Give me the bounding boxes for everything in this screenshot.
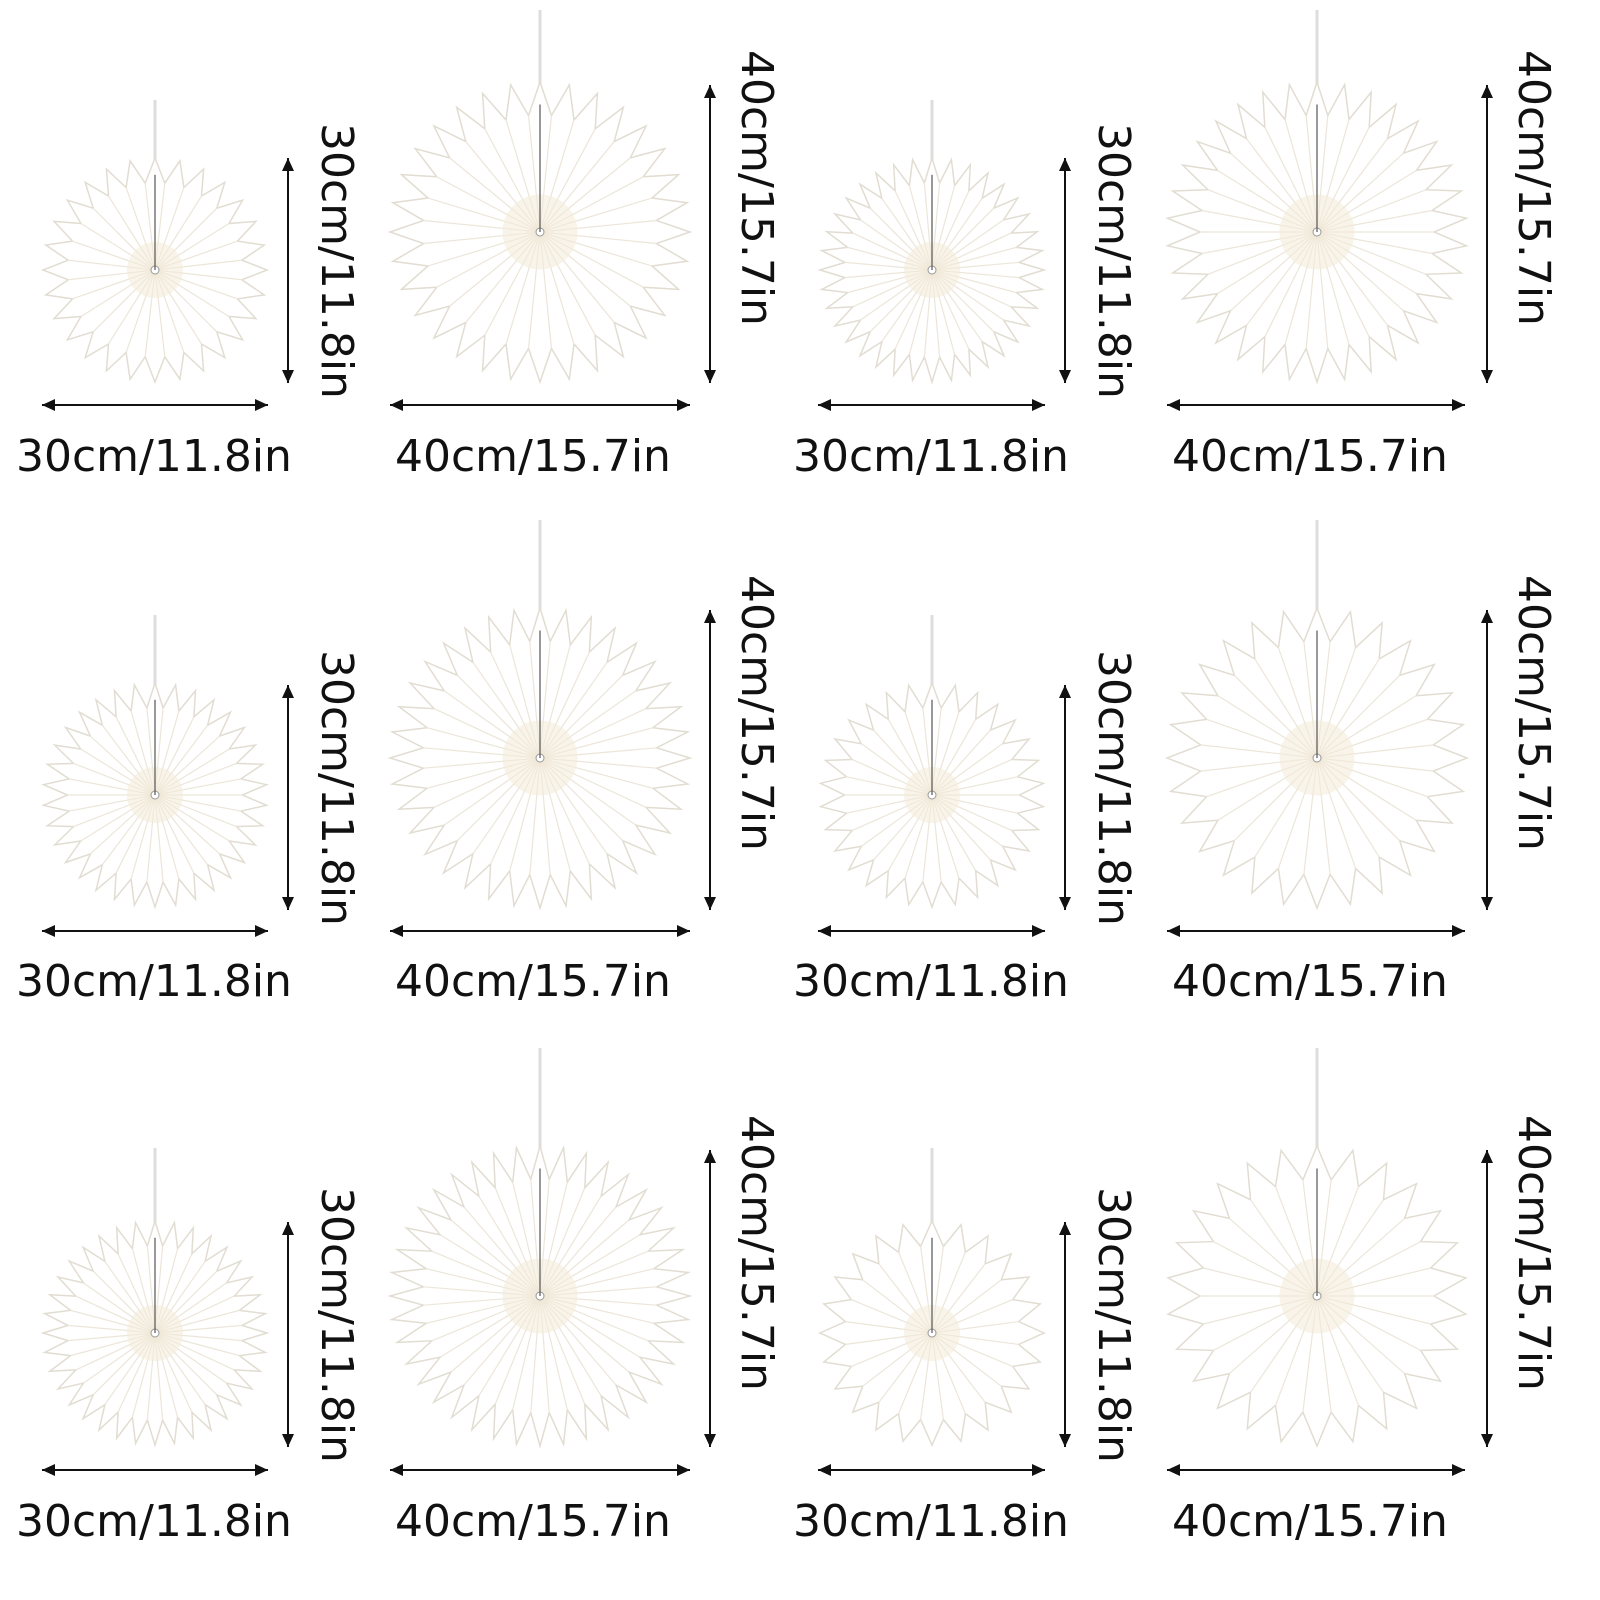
- height-label: 30cm/11.8in: [1088, 1187, 1139, 1463]
- paper-fan: [818, 1148, 1046, 1447]
- height-arrow: [704, 85, 716, 383]
- height-arrow: [1481, 610, 1493, 910]
- paper-fan: [387, 1048, 693, 1449]
- height-label: 40cm/15.7in: [1508, 1115, 1559, 1391]
- height-arrow: [282, 1222, 294, 1447]
- width-arrow: [42, 925, 268, 937]
- height-label: 40cm/15.7in: [1508, 575, 1559, 851]
- height-label: 30cm/11.8in: [1088, 123, 1139, 399]
- height-arrow: [1059, 158, 1071, 383]
- width-label: 30cm/11.8in: [16, 431, 292, 482]
- height-arrow: [704, 610, 716, 910]
- height-label: 40cm/15.7in: [1508, 50, 1559, 326]
- height-label: 30cm/11.8in: [311, 1187, 362, 1463]
- height-label: 30cm/11.8in: [311, 123, 362, 399]
- width-arrow: [390, 1464, 690, 1476]
- width-arrow: [390, 399, 690, 411]
- height-label: 30cm/11.8in: [1088, 650, 1139, 926]
- width-label: 40cm/15.7in: [395, 431, 671, 482]
- width-arrow: [1167, 399, 1465, 411]
- width-arrow: [42, 1464, 268, 1476]
- height-arrow: [1481, 85, 1493, 383]
- width-arrow: [390, 925, 690, 937]
- width-arrow: [42, 399, 268, 411]
- width-arrow: [818, 925, 1045, 937]
- height-label: 40cm/15.7in: [731, 575, 782, 851]
- width-arrow: [818, 1464, 1045, 1476]
- width-label: 30cm/11.8in: [793, 431, 1069, 482]
- paper-fan: [40, 100, 270, 385]
- paper-fan: [1166, 1048, 1468, 1448]
- height-label: 40cm/15.7in: [731, 1115, 782, 1391]
- height-arrow: [704, 1150, 716, 1447]
- height-label: 30cm/11.8in: [311, 650, 362, 926]
- width-arrow: [818, 399, 1045, 411]
- paper-fan: [817, 100, 1047, 385]
- width-label: 40cm/15.7in: [1172, 956, 1448, 1007]
- paper-fan: [387, 520, 693, 911]
- width-label: 30cm/11.8in: [16, 1496, 292, 1547]
- width-label: 40cm/15.7in: [1172, 431, 1448, 482]
- paper-fan: [40, 1148, 270, 1448]
- paper-fan: [41, 615, 269, 910]
- height-arrow: [282, 158, 294, 383]
- width-label: 30cm/11.8in: [793, 1496, 1069, 1547]
- height-label: 40cm/15.7in: [731, 50, 782, 326]
- height-arrow: [282, 685, 294, 910]
- width-arrow: [1167, 1464, 1465, 1476]
- paper-fan: [387, 10, 693, 385]
- paper-fan: [1165, 10, 1469, 385]
- height-arrow: [1059, 1222, 1071, 1447]
- width-label: 40cm/15.7in: [395, 1496, 671, 1547]
- width-label: 40cm/15.7in: [1172, 1496, 1448, 1547]
- width-label: 40cm/15.7in: [395, 956, 671, 1007]
- width-label: 30cm/11.8in: [793, 956, 1069, 1007]
- width-label: 30cm/11.8in: [16, 956, 292, 1007]
- width-arrow: [1167, 925, 1465, 937]
- paper-fan: [1164, 520, 1470, 911]
- height-arrow: [1481, 1150, 1493, 1447]
- paper-fan: [818, 615, 1046, 910]
- height-arrow: [1059, 685, 1071, 910]
